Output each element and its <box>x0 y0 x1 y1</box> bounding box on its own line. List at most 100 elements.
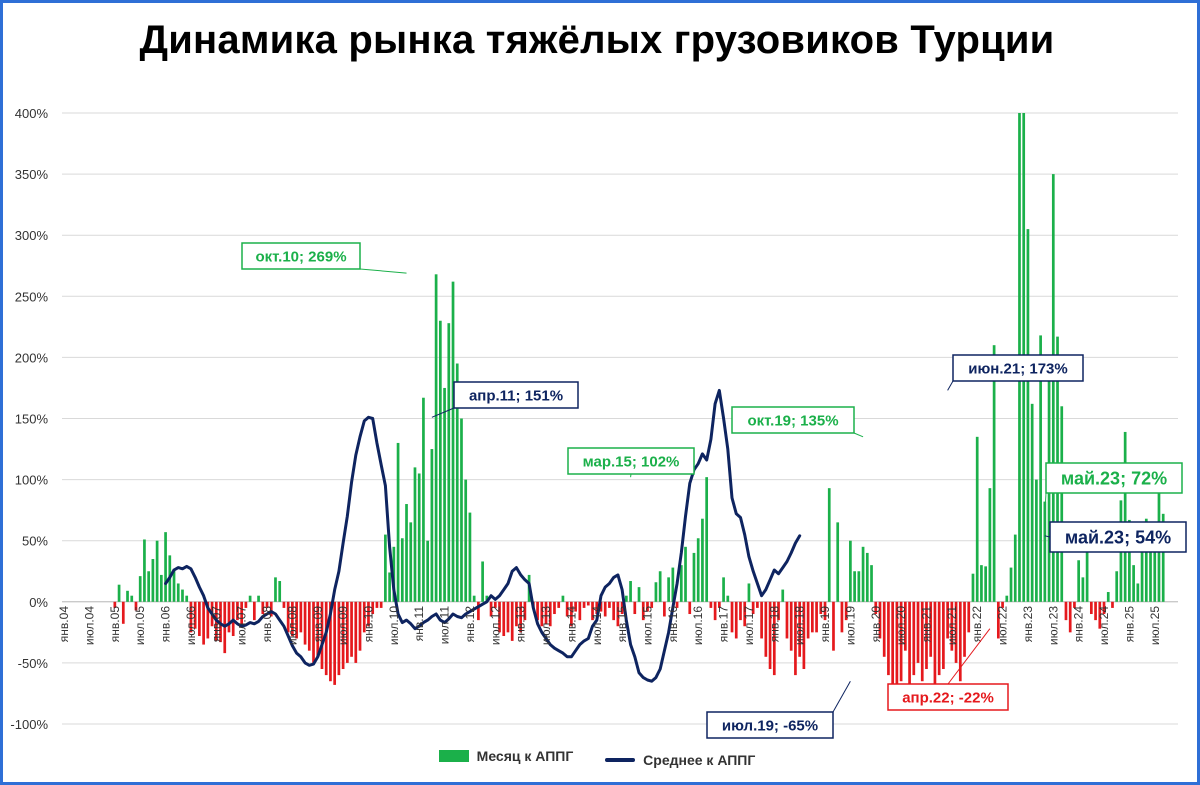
bar <box>815 601 818 633</box>
bar <box>130 595 134 602</box>
bar <box>705 477 709 602</box>
bar <box>734 601 738 639</box>
bar <box>895 601 899 700</box>
bar <box>252 601 256 621</box>
bar <box>544 601 548 624</box>
bar <box>1153 546 1157 602</box>
bar <box>485 595 489 602</box>
bar <box>679 565 683 602</box>
bar <box>176 583 180 602</box>
bar <box>823 601 827 621</box>
bar <box>354 601 358 663</box>
bar <box>248 595 252 602</box>
bar <box>908 601 911 688</box>
x-tick-label: янв.23 <box>1021 606 1035 643</box>
bar <box>1009 567 1013 602</box>
bar <box>616 601 620 627</box>
x-tick-label: июл.12 <box>488 606 502 645</box>
bar <box>324 601 328 676</box>
x-tick-label: июл.24 <box>1097 606 1111 645</box>
bar <box>819 601 823 615</box>
bar <box>261 601 265 615</box>
x-tick-label: июл.25 <box>1148 606 1162 645</box>
annotation-box <box>952 354 1084 382</box>
bar <box>316 601 320 657</box>
x-tick-label: янв.16 <box>666 606 680 643</box>
x-tick-label: янв.17 <box>717 606 731 643</box>
bar <box>992 345 996 602</box>
bar <box>747 583 751 602</box>
bar <box>984 566 988 602</box>
x-tick-label: янв.20 <box>869 606 883 643</box>
bar <box>1068 601 1072 633</box>
bar <box>794 601 797 676</box>
bar <box>1094 601 1097 621</box>
x-tick-label: янв.15 <box>615 606 629 643</box>
bar <box>574 601 577 612</box>
bar <box>582 601 586 608</box>
x-tick-label: янв.19 <box>818 606 832 643</box>
bar <box>891 601 895 694</box>
bar <box>138 576 142 602</box>
bar <box>599 601 603 612</box>
bar <box>1051 174 1055 602</box>
bar <box>468 512 472 602</box>
annotation-leader <box>832 680 851 713</box>
x-tick-label: июл.22 <box>996 606 1010 645</box>
bar <box>726 595 730 602</box>
bar <box>375 601 379 608</box>
bar <box>502 601 506 637</box>
x-tick-label: июл.18 <box>793 606 807 645</box>
bar <box>1144 518 1148 602</box>
x-tick-label: июл.23 <box>1046 606 1060 645</box>
bar <box>810 601 814 633</box>
y-tick-label: 350% <box>15 167 49 182</box>
bar <box>603 601 607 617</box>
y-tick-label: 50% <box>22 534 48 549</box>
bar <box>996 601 1000 639</box>
bar <box>946 601 949 639</box>
x-tick-label: янв.13 <box>514 606 528 643</box>
bar <box>1026 229 1030 602</box>
bar <box>688 601 692 615</box>
bar <box>827 488 831 602</box>
bar <box>126 590 129 602</box>
annotation-label: май.23; 72% <box>1061 468 1167 488</box>
bar <box>341 601 345 670</box>
bar <box>963 601 966 657</box>
y-tick-label: 200% <box>15 350 49 365</box>
bar <box>760 601 763 639</box>
x-tick-label: янв.11 <box>412 606 426 642</box>
bar <box>185 595 189 602</box>
bar <box>975 436 979 602</box>
x-tick-label: июл.20 <box>894 606 908 645</box>
bar <box>257 595 260 602</box>
bar <box>802 601 806 670</box>
bar <box>684 546 687 602</box>
x-tick-label: июл.15 <box>640 606 654 645</box>
bar <box>299 601 303 633</box>
bar <box>472 595 476 602</box>
bar <box>696 538 700 602</box>
bar <box>671 567 675 602</box>
y-tick-label: 0% <box>29 595 48 610</box>
bar <box>164 532 167 602</box>
x-tick-label: июл.05 <box>133 606 147 645</box>
bar <box>350 601 353 657</box>
bar <box>692 552 696 602</box>
x-tick-label: янв.21 <box>919 606 933 643</box>
bar <box>840 601 844 633</box>
bar <box>384 534 387 602</box>
annotation-leader <box>1044 492 1047 514</box>
legend-swatch-line <box>605 758 636 762</box>
bar <box>675 601 679 608</box>
bar <box>1102 601 1106 615</box>
bar <box>1060 406 1064 602</box>
bar <box>493 601 497 608</box>
bar <box>443 387 446 602</box>
bar <box>743 601 747 627</box>
bar <box>557 601 561 608</box>
bar <box>244 601 248 608</box>
bar <box>548 601 552 627</box>
bar <box>498 601 501 633</box>
